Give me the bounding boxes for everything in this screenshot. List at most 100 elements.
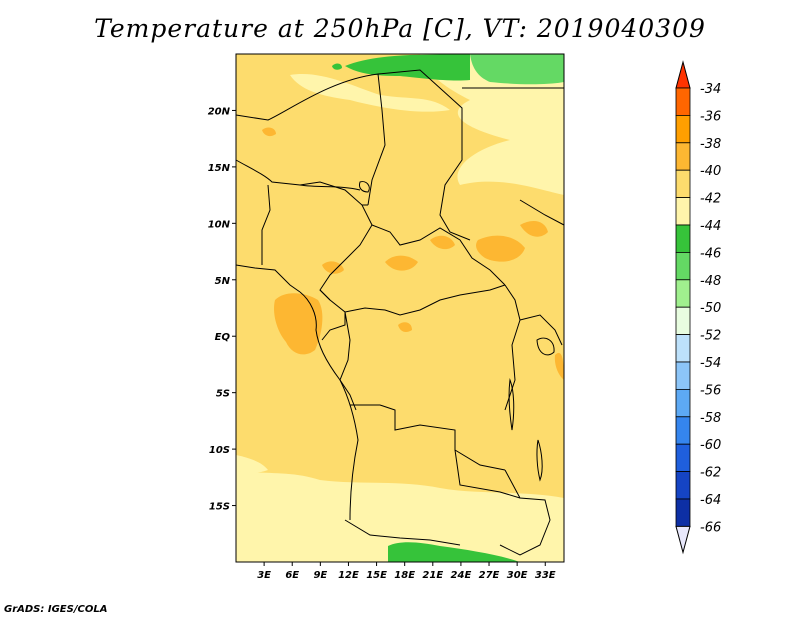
colorbar-swatch (675, 334, 691, 363)
field-light-northeast (420, 54, 564, 195)
colorbar: -34 -36 -38 -40 -42 -44 -46 -48 -50 -52 -54 -56 -58 -… (675, 60, 721, 555)
lake-tanganyika (508, 378, 515, 431)
lat-tick-label: 10S (209, 445, 230, 456)
colorbar-swatch (675, 306, 691, 336)
field-green-south (388, 542, 520, 562)
field-dark-car (385, 255, 418, 271)
colorbar-swatch (675, 169, 691, 198)
field-light-south (236, 470, 564, 562)
colorbar-label: -38 (700, 137, 721, 152)
colorbar-swatch (675, 443, 691, 473)
lakes (359, 181, 555, 482)
coast-west-africa (235, 264, 301, 293)
colorbar-label: -50 (700, 301, 721, 316)
map-frame (235, 53, 565, 563)
lon-tick-label: 18E (394, 570, 415, 581)
border-libya-egypt (367, 73, 386, 206)
field-dark-drc (398, 322, 412, 333)
map-title: Temperature at 250hPa [C], VT: 201904030… (94, 14, 706, 43)
colorbar-swatch (675, 471, 691, 500)
lake-victoria (536, 337, 555, 356)
colorbar-swatch (675, 115, 691, 144)
coast-central (299, 291, 359, 521)
field-layer (236, 54, 564, 562)
colorbar-top-arrow (675, 60, 691, 89)
border-sudan-west (439, 108, 471, 241)
colorbar-swatch (675, 251, 691, 281)
lon-axis: 3E 6E 9E 12E 15E 18E 21E 24E 27E 30E 33E (257, 562, 556, 581)
field-dark-east (554, 352, 564, 380)
field-green-north-light (470, 54, 564, 85)
border-ethiopia (519, 199, 565, 226)
colorbar-label: -64 (700, 493, 721, 508)
border-car-drc (344, 284, 506, 316)
colorbar-swatch (675, 279, 691, 308)
lake-chad (359, 181, 370, 193)
colorbar-swatch (675, 142, 691, 171)
lon-tick-label: 30E (507, 570, 528, 581)
colorbar-label: -56 (700, 383, 721, 398)
colorbar-swatch (675, 87, 691, 116)
colorbar-label: -40 (700, 164, 721, 179)
colorbar-swatch (675, 416, 691, 445)
field-dark-sudan2 (520, 220, 548, 237)
lake-malawi (536, 439, 543, 482)
colorbar-label: -60 (700, 438, 721, 453)
colorbar-swatch (675, 498, 691, 527)
border-angola-namibia (344, 519, 461, 546)
lat-tick-label: 5S (216, 389, 230, 400)
border-south-east (499, 469, 551, 556)
lon-tick-label: 6E (285, 570, 299, 581)
lon-tick-label: 9E (313, 570, 327, 581)
field-light-north (290, 74, 450, 112)
field-dark-niger (262, 127, 276, 137)
colorbar-label: -48 (700, 274, 721, 289)
colorbar-swatch (675, 388, 691, 418)
border-nigeria-cameroon (299, 181, 373, 301)
lat-tick-label: 5N (215, 276, 231, 287)
colorbar-swatch (675, 197, 691, 226)
lon-tick-label: 21E (422, 570, 443, 581)
border-congo (339, 311, 357, 411)
field-dark-cameroon (322, 261, 344, 274)
lat-tick-label: 15S (209, 502, 230, 513)
border-gabon (319, 289, 346, 341)
lon-tick-label: 3E (257, 570, 271, 581)
colorbar-label: -58 (700, 411, 721, 426)
colorbar-label: -54 (700, 356, 721, 371)
colorbar-label: -34 (700, 82, 721, 97)
lon-tick-label: 15E (366, 570, 387, 581)
lon-tick-label: 27E (479, 570, 500, 581)
colorbar-swatch (675, 361, 691, 390)
colorbar-swatch (675, 224, 691, 253)
border-angola-zambia (454, 449, 521, 499)
field-dark-gabon (274, 293, 323, 355)
colorbar-label: -52 (700, 329, 721, 344)
field-dark-sudan (476, 235, 525, 262)
lat-axis: 20N 15N 10N 5N EQ 5S 10S 15S (208, 106, 236, 513)
border-chad-car (371, 224, 506, 286)
lat-tick-label: 10N (208, 219, 231, 230)
lat-tick-label: 20N (208, 106, 231, 117)
lon-tick-label: 12E (338, 570, 359, 581)
lon-tick-label: 33E (535, 570, 556, 581)
colorbar-label: -42 (700, 192, 721, 207)
border-east-coast (504, 284, 521, 411)
border-niger-nigeria (261, 184, 271, 265)
field-light-sw (236, 455, 268, 473)
colorbar-label: -62 (700, 466, 721, 481)
field-dark-chad (430, 235, 455, 250)
border-mali-niger (235, 159, 361, 191)
colorbar-label: -66 (700, 520, 721, 535)
colorbar-label: -46 (700, 246, 721, 261)
colorbar-label: -36 (700, 109, 721, 124)
country-borders (235, 69, 565, 556)
colorbar-label: -44 (700, 219, 721, 234)
field-green-north-small (332, 63, 342, 70)
border-uganda-kenya (519, 314, 563, 346)
lat-tick-label: EQ (215, 332, 231, 343)
grads-credit: GrADS: IGES/COLA (4, 604, 108, 615)
lon-tick-label: 24E (451, 570, 472, 581)
lat-tick-label: 15N (208, 163, 231, 174)
